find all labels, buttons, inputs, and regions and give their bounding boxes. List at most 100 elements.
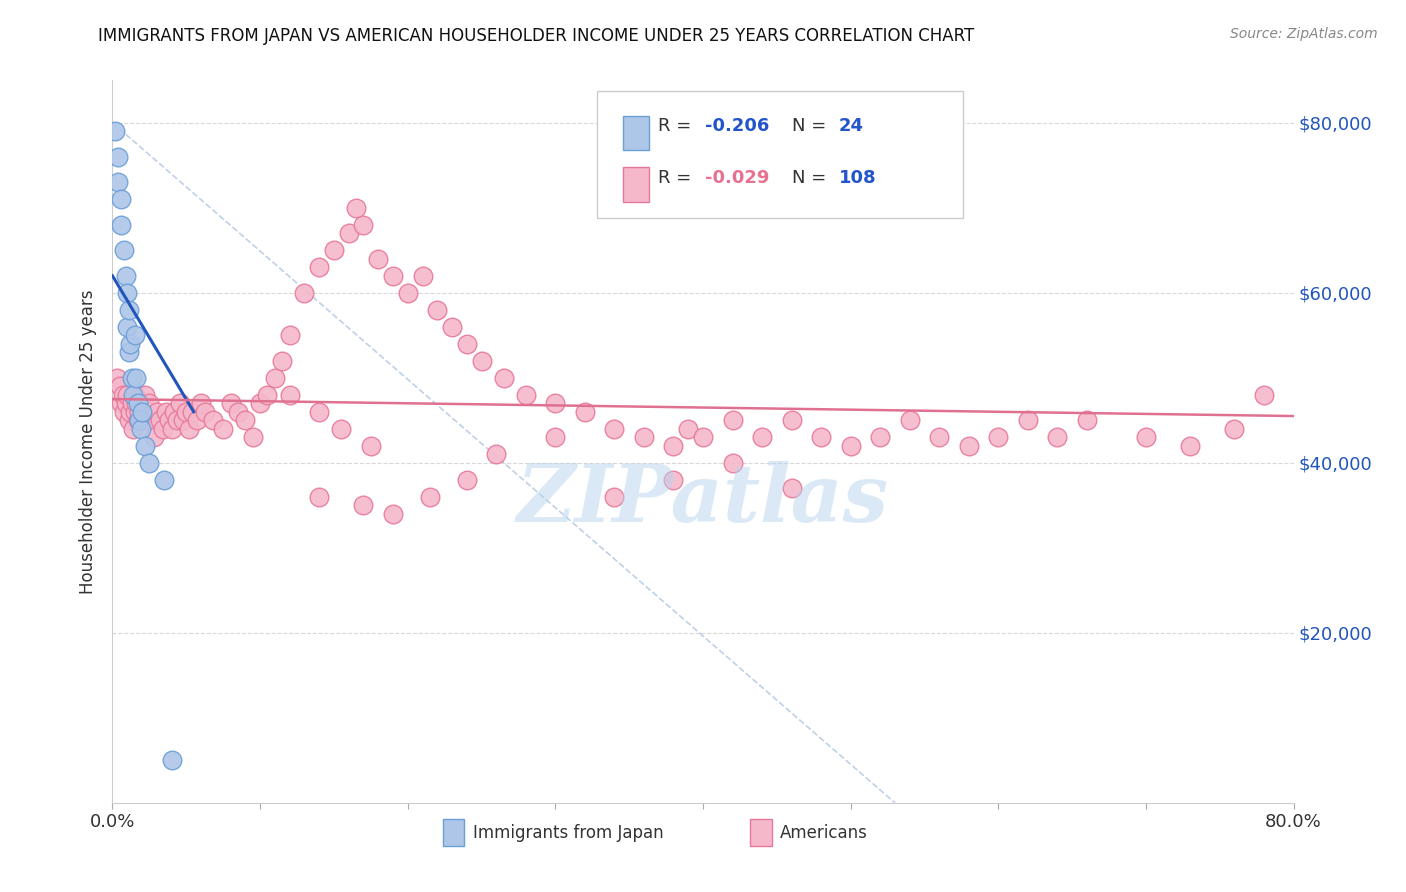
Bar — [443, 819, 464, 847]
Point — [470, 353, 494, 368]
Point — [104, 124, 127, 138]
Point — [1017, 413, 1039, 427]
Point — [112, 405, 135, 419]
Point — [633, 430, 655, 444]
Point — [242, 430, 264, 444]
Point — [122, 388, 145, 402]
Point — [124, 388, 146, 402]
Point — [186, 413, 208, 427]
Point — [419, 490, 441, 504]
Point — [111, 388, 134, 402]
Point — [149, 413, 172, 427]
FancyBboxPatch shape — [596, 91, 963, 218]
Point — [108, 379, 131, 393]
Point — [411, 268, 433, 283]
Point — [987, 430, 1010, 444]
Point — [352, 218, 374, 232]
Point — [122, 422, 145, 436]
Text: R =: R = — [658, 169, 692, 186]
Point — [146, 405, 169, 419]
Point — [544, 430, 567, 444]
Point — [121, 371, 143, 385]
Point — [134, 439, 156, 453]
Point — [120, 336, 142, 351]
Point — [721, 456, 744, 470]
Point — [662, 473, 685, 487]
Point — [603, 422, 626, 436]
Point — [179, 422, 201, 436]
Point — [155, 405, 177, 419]
Point — [456, 473, 478, 487]
Point — [692, 430, 714, 444]
Point — [441, 319, 464, 334]
Point — [751, 430, 773, 444]
Point — [1046, 430, 1069, 444]
Point — [110, 218, 132, 232]
Point — [134, 388, 156, 402]
Point — [136, 405, 159, 419]
Point — [330, 422, 353, 436]
Point — [957, 439, 980, 453]
Point — [112, 244, 135, 258]
Point — [127, 396, 149, 410]
Bar — [751, 819, 772, 847]
Point — [166, 413, 188, 427]
Text: IMMIGRANTS FROM JAPAN VS AMERICAN HOUSEHOLDER INCOME UNDER 25 YEARS CORRELATION : IMMIGRANTS FROM JAPAN VS AMERICAN HOUSEH… — [98, 27, 974, 45]
Point — [160, 422, 183, 436]
Text: Source: ZipAtlas.com: Source: ZipAtlas.com — [1230, 27, 1378, 41]
Point — [107, 150, 129, 164]
Point — [603, 490, 626, 504]
Point — [352, 498, 374, 512]
Point — [1076, 413, 1098, 427]
Point — [114, 396, 136, 410]
Point — [138, 396, 160, 410]
Point — [120, 405, 142, 419]
Point — [124, 328, 146, 343]
Point — [128, 413, 150, 427]
Point — [117, 319, 138, 334]
Point — [515, 388, 537, 402]
Point — [174, 405, 197, 419]
Point — [194, 405, 217, 419]
Point — [869, 430, 891, 444]
Text: Immigrants from Japan: Immigrants from Japan — [472, 824, 664, 842]
Point — [117, 388, 138, 402]
Point — [114, 268, 136, 283]
Point — [201, 413, 224, 427]
Point — [721, 413, 744, 427]
Point — [426, 302, 449, 317]
Point — [928, 430, 950, 444]
Point — [135, 413, 157, 427]
Point — [360, 439, 382, 453]
Point — [278, 388, 301, 402]
Point — [574, 405, 596, 419]
Point — [308, 490, 330, 504]
Point — [163, 405, 186, 419]
Text: N =: N = — [792, 117, 825, 135]
Text: N =: N = — [792, 169, 825, 186]
Point — [337, 227, 360, 241]
Point — [129, 396, 152, 410]
Point — [292, 285, 315, 300]
Point — [278, 328, 301, 343]
Point — [138, 456, 160, 470]
Point — [142, 430, 165, 444]
Point — [544, 396, 567, 410]
Point — [323, 244, 346, 258]
Point — [212, 422, 235, 436]
Point — [110, 396, 132, 410]
Point — [129, 422, 152, 436]
Point — [839, 439, 862, 453]
Point — [396, 285, 419, 300]
Point — [169, 396, 191, 410]
Point — [810, 430, 832, 444]
Point — [264, 371, 287, 385]
Text: 108: 108 — [839, 169, 876, 186]
Point — [382, 268, 405, 283]
Point — [308, 405, 330, 419]
Point — [131, 405, 153, 419]
Point — [233, 413, 256, 427]
Text: ZIPatlas: ZIPatlas — [517, 460, 889, 538]
Point — [226, 405, 249, 419]
Point — [271, 353, 294, 368]
